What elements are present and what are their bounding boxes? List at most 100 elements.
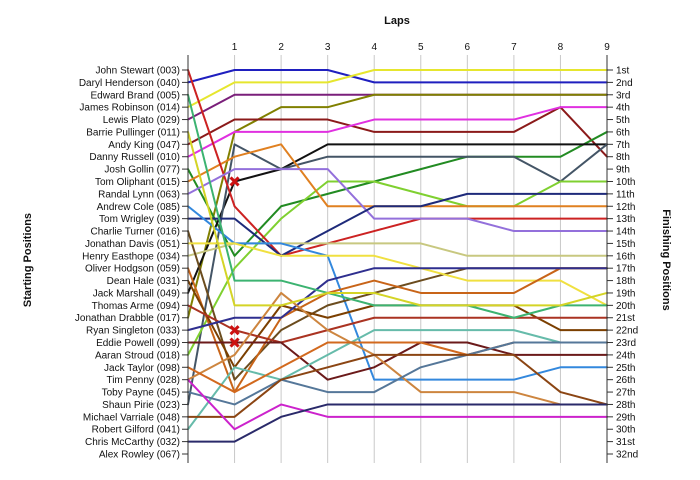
start-position-label: Danny Russell (010) — [89, 152, 180, 163]
start-position-label: Oliver Hodgson (059) — [85, 264, 180, 275]
finish-position-label: 1st — [616, 66, 630, 77]
start-position-label: Robert Gilford (041) — [92, 425, 180, 436]
incident-marker — [229, 337, 240, 348]
finish-position-label: 18th — [616, 276, 635, 287]
series-line — [187, 69, 608, 84]
finish-position-label: 2nd — [616, 78, 633, 89]
start-position-label: Thomas Arme (094) — [92, 301, 180, 312]
start-position-label: Charlie Turner (016) — [91, 227, 180, 238]
start-position-label: Dean Hale (031) — [107, 276, 180, 287]
series-line — [187, 378, 608, 431]
finish-position-label: 31st — [616, 437, 635, 448]
finish-position-label: 27th — [616, 388, 635, 399]
labels: 1 2 3 4 5 6 7 8 9 John Stewart (003)Daryl Henders… — [75, 42, 638, 461]
finish-position-label: 23rd — [616, 338, 636, 349]
series-line — [187, 106, 608, 158]
series-line — [187, 143, 608, 406]
x-tick-label: 8 — [558, 42, 564, 53]
finish-position-label: 26th — [616, 375, 635, 386]
series-line — [187, 341, 608, 406]
series-line — [187, 168, 608, 233]
finish-position-label: 3rd — [616, 90, 630, 101]
y-axis-left-title: Starting Positions — [22, 213, 34, 307]
incident-marker-stroke — [229, 337, 240, 348]
y-axis-right-title: Finishing Positions — [660, 209, 672, 310]
start-position-label: Jack Marshall (049) — [93, 288, 180, 299]
incident-markers — [229, 176, 240, 348]
start-position-label: Josh Gollin (077) — [104, 165, 180, 176]
start-position-label: Jack Taylor (098) — [104, 363, 180, 374]
finish-position-label: 9th — [616, 165, 630, 176]
x-tick-label: 1 — [232, 42, 238, 53]
finish-position-label: 21st — [616, 313, 635, 324]
start-position-label: Andrew Cole (085) — [97, 202, 180, 213]
finish-position-label: 8th — [616, 152, 630, 163]
series-line — [187, 130, 608, 307]
start-position-label: Ryan Singleton (033) — [86, 326, 180, 337]
x-tick-label: 9 — [604, 42, 610, 53]
finish-position-label: 20th — [616, 301, 635, 312]
series-line — [187, 267, 608, 332]
start-position-label: Tim Penny (028) — [106, 375, 180, 386]
finish-position-label: 28th — [616, 400, 635, 411]
series-line — [187, 106, 608, 158]
finish-position-label: 7th — [616, 140, 630, 151]
start-position-label: Edward Brand (005) — [91, 90, 181, 101]
series-line — [187, 304, 608, 344]
series-line — [187, 267, 608, 394]
series-lines — [187, 69, 608, 443]
x-tick-label: 7 — [511, 42, 517, 53]
start-position-label: Tom Wrigley (039) — [99, 214, 180, 225]
incident-marker — [229, 325, 240, 336]
series-line — [187, 69, 608, 109]
x-tick-label: 2 — [278, 42, 284, 53]
incident-marker-stroke — [229, 176, 240, 187]
incident-marker — [229, 176, 240, 187]
start-position-label: James Robinson (014) — [79, 103, 180, 114]
finish-position-label: 19th — [616, 288, 635, 299]
start-position-label: Henry Easthope (034) — [82, 251, 180, 262]
x-tick-label: 3 — [325, 42, 331, 53]
start-position-label: Randal Lynn (063) — [98, 189, 180, 200]
start-position-label: Michael Varriale (048) — [83, 412, 180, 423]
series-line — [187, 353, 608, 418]
x-tick-label: 4 — [371, 42, 377, 53]
start-position-label: Aaran Stroud (018) — [95, 350, 180, 361]
start-position-label: Tom Oliphant (015) — [95, 177, 180, 188]
start-position-label: Shaun Pirie (023) — [102, 400, 180, 411]
finish-position-label: 17th — [616, 264, 635, 275]
x-tick-label: 5 — [418, 42, 424, 53]
start-position-label: Barrie Pullinger (011) — [86, 127, 180, 138]
finish-position-label: 16th — [616, 251, 635, 262]
start-position-label: John Stewart (003) — [96, 66, 181, 77]
finish-position-label: 24th — [616, 350, 635, 361]
axes — [182, 55, 613, 463]
finish-position-label: 25th — [616, 363, 635, 374]
start-position-label: Andy King (047) — [108, 140, 180, 151]
start-position-label: Lewis Plato (029) — [103, 115, 180, 126]
start-position-label: Alex Rowley (067) — [99, 450, 180, 461]
finish-position-label: 10th — [616, 177, 635, 188]
finish-position-label: 12th — [616, 202, 635, 213]
start-position-label: Jonathan Drabble (017) — [75, 313, 180, 324]
x-tick-label: 6 — [465, 42, 471, 53]
finish-position-label: 14th — [616, 227, 635, 238]
start-position-label: Toby Payne (045) — [102, 388, 180, 399]
series-line — [187, 329, 608, 431]
series-line — [187, 242, 608, 307]
finish-position-label: 5th — [616, 115, 630, 126]
finish-position-label: 15th — [616, 239, 635, 250]
start-position-label: Daryl Henderson (040) — [79, 78, 180, 89]
x-axis-title: Laps — [384, 15, 410, 27]
finish-position-label: 4th — [616, 103, 630, 114]
series-line — [187, 192, 608, 257]
finish-position-label: 6th — [616, 127, 630, 138]
series-line — [187, 291, 608, 406]
start-position-label: Chris McCarthy (032) — [85, 437, 180, 448]
finish-position-label: 22nd — [616, 326, 638, 337]
start-position-label: Eddie Powell (099) — [96, 338, 180, 349]
series-line — [187, 403, 608, 443]
finish-position-label: 11th — [616, 189, 635, 200]
